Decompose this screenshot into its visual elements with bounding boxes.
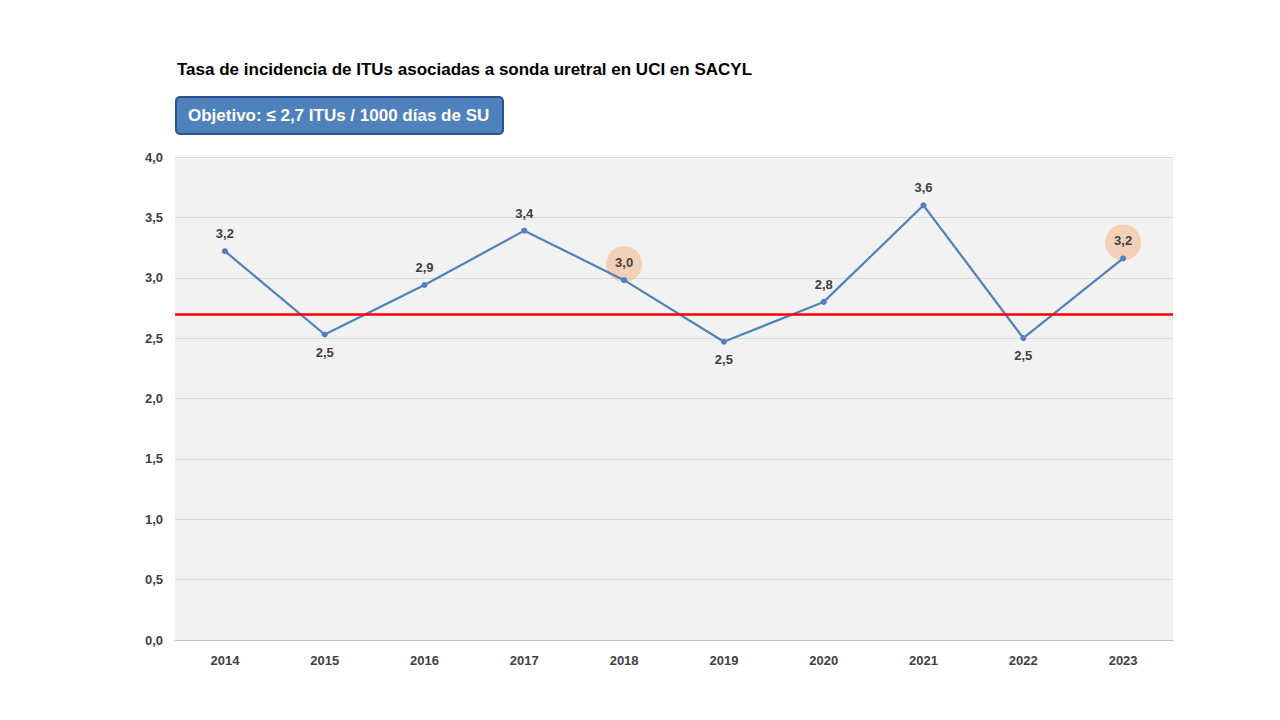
svg-text:2014: 2014 [210,653,240,668]
svg-text:3,5: 3,5 [145,210,163,225]
svg-text:Tasa de incidencia de ITUs aso: Tasa de incidencia de ITUs asociadas a s… [177,60,752,79]
svg-text:2,5: 2,5 [145,331,163,346]
svg-text:2,5: 2,5 [1014,348,1032,363]
svg-text:2,5: 2,5 [316,345,334,360]
svg-text:2,0: 2,0 [145,391,163,406]
svg-text:3,0: 3,0 [615,255,633,270]
svg-text:2,5: 2,5 [715,352,733,367]
svg-text:1,0: 1,0 [145,512,163,527]
svg-text:0,0: 0,0 [145,633,163,648]
svg-text:2021: 2021 [909,653,938,668]
svg-text:0,5: 0,5 [145,572,163,587]
svg-text:1,5: 1,5 [145,451,163,466]
svg-text:3,0: 3,0 [145,270,163,285]
svg-text:2023: 2023 [1109,653,1138,668]
svg-text:3,2: 3,2 [216,226,234,241]
svg-text:Objetivo: ≤ 2,7 ITUs / 1000 dí: Objetivo: ≤ 2,7 ITUs / 1000 días de SU [188,106,489,125]
svg-text:2022: 2022 [1009,653,1038,668]
svg-text:3,2: 3,2 [1114,233,1132,248]
svg-text:2020: 2020 [809,653,838,668]
svg-text:2,8: 2,8 [815,277,833,292]
svg-text:2015: 2015 [310,653,339,668]
svg-text:3,6: 3,6 [914,180,932,195]
svg-text:2017: 2017 [510,653,539,668]
svg-text:2016: 2016 [410,653,439,668]
svg-text:3,4: 3,4 [515,206,534,221]
svg-text:2,9: 2,9 [415,260,433,275]
svg-text:4,0: 4,0 [145,150,163,165]
svg-text:2018: 2018 [610,653,639,668]
svg-text:2019: 2019 [709,653,738,668]
